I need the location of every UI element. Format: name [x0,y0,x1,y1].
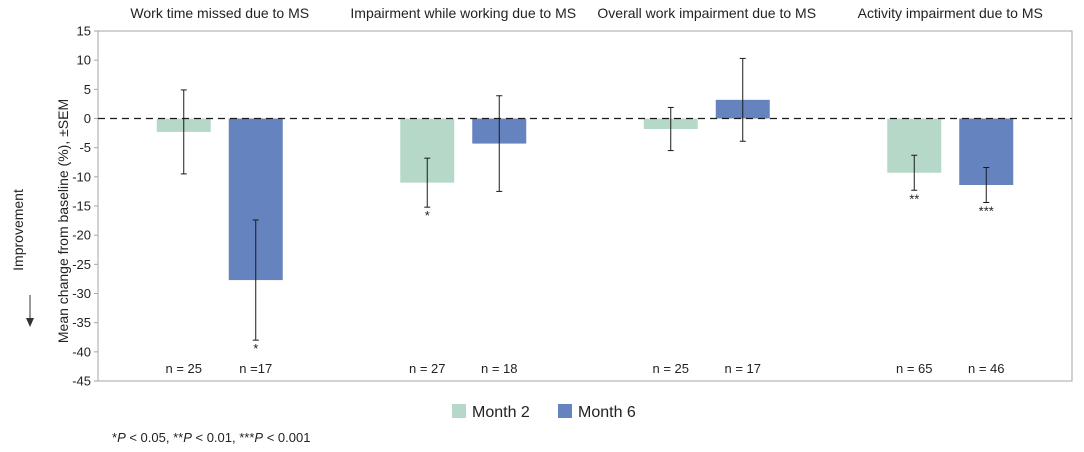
y-tick-label: 0 [84,111,91,126]
legend-swatch [452,404,466,418]
category-title: Work time missed due to MS [130,5,309,21]
sample-size-label: n = 17 [724,361,761,376]
sample-size-label: n = 27 [409,361,446,376]
improvement-arrow-head [26,318,34,327]
y-tick-label: 5 [84,82,91,97]
legend-label: Month 6 [578,404,636,421]
y-tick-label: -10 [72,169,91,184]
significance-marker: *** [979,204,994,219]
sample-size-label: n = 18 [481,361,518,376]
category-title: Activity impairment due to MS [858,5,1043,21]
y-axis-title: Mean change from baseline (%), ±SEM [55,99,71,343]
y-tick-label: -30 [72,286,91,301]
y-tick-label: -15 [72,199,91,214]
legend-label: Month 2 [472,404,530,421]
sample-size-label: n = 65 [896,361,933,376]
y-tick-label: -20 [72,228,91,243]
y-tick-label: -45 [72,374,91,389]
y-tick-label: 15 [77,24,91,39]
significance-marker: * [253,341,258,356]
significance-footnote: *P < 0.05, **P < 0.01, ***P < 0.001 [112,430,311,445]
y-tick-label: -40 [72,344,91,359]
sample-size-label: n = 25 [165,361,202,376]
sample-size-label: n = 25 [652,361,689,376]
y-tick-label: -5 [79,140,91,155]
y-tick-label: 10 [77,53,91,68]
sample-size-label: n = 46 [968,361,1005,376]
bar-chart: 15 10 5 0 -5 -10 -15 -20 -25 -30 -35 -40 -45 Mean cha… [10,5,1073,421]
significance-marker: * [425,208,430,223]
improvement-label: Improvement [10,189,26,271]
y-tick-label: -35 [72,315,91,330]
category-title: Overall work impairment due to MS [597,5,816,21]
category-title: Impairment while working due to MS [350,5,576,21]
significance-marker: ** [909,191,919,206]
sample-size-label: n =17 [239,361,272,376]
y-tick-label: -25 [72,257,91,272]
legend-swatch [558,404,572,418]
